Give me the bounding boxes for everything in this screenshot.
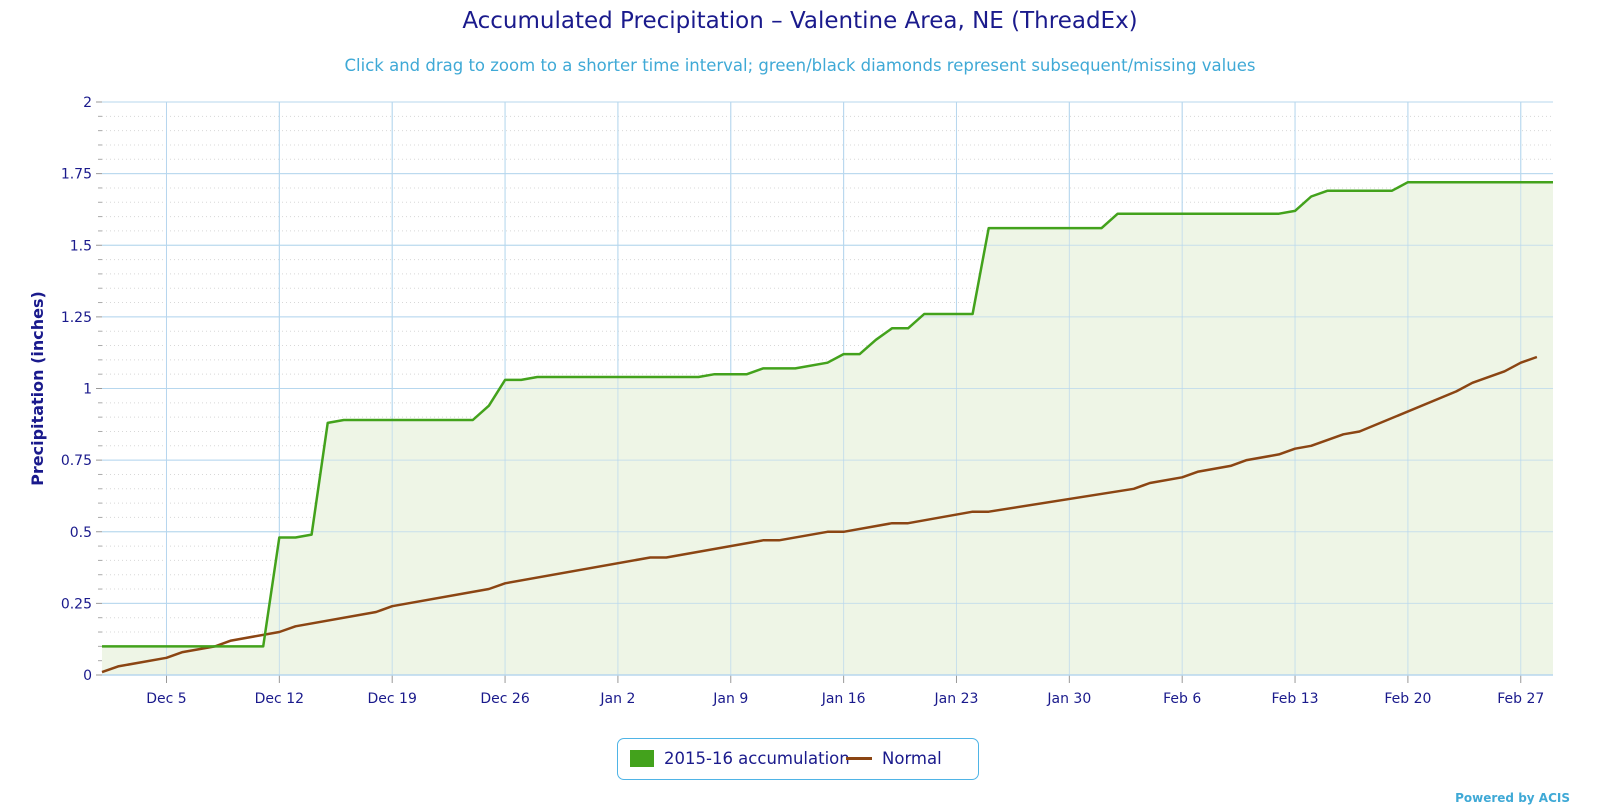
x-tick-label: Dec 5 (146, 691, 186, 707)
y-tick-label: 0.25 (61, 596, 92, 612)
y-tick-label: 0.5 (70, 525, 92, 541)
legend-item-accumulation[interactable]: 2015-16 accumulation (630, 739, 850, 778)
x-tick-label: Feb 27 (1497, 691, 1544, 707)
x-tick-label: Feb 13 (1272, 691, 1319, 707)
x-tick-label: Dec 26 (480, 691, 529, 707)
legend-label-normal: Normal (882, 749, 942, 768)
x-tick-label: Jan 23 (934, 691, 979, 707)
y-tick-label: 0 (83, 668, 92, 684)
legend: 2015-16 accumulation Normal (617, 738, 979, 780)
legend-item-normal[interactable]: Normal (846, 739, 942, 778)
x-tick-label: Feb 6 (1163, 691, 1201, 707)
powered-by-link[interactable]: Powered by ACIS (1455, 791, 1570, 805)
x-tick-label: Dec 19 (368, 691, 417, 707)
legend-label-accumulation: 2015-16 accumulation (664, 749, 850, 768)
y-tick-label: 1 (83, 382, 92, 398)
x-tick-label: Jan 2 (599, 691, 635, 707)
series-line-normal[interactable] (101, 355, 1538, 674)
legend-swatch-normal (846, 757, 872, 760)
x-tick-label: Jan 9 (712, 691, 748, 707)
legend-swatch-accumulation (630, 750, 654, 767)
x-tick-label: Jan 30 (1046, 691, 1091, 707)
series-line-accumulation[interactable] (102, 180, 1553, 648)
y-tick-label: 1.5 (70, 238, 92, 254)
y-tick-label: 1.25 (61, 310, 92, 326)
x-tick-label: Feb 20 (1384, 691, 1431, 707)
y-tick-label: 1.75 (61, 167, 92, 183)
chart-title: Accumulated Precipitation – Valentine Ar… (462, 8, 1138, 34)
y-tick-label: 2 (83, 95, 92, 111)
x-tick-label: Jan 16 (821, 691, 866, 707)
y-tick-label: 0.75 (61, 453, 92, 469)
accumulation-area (102, 182, 1553, 675)
x-tick-label: Dec 12 (255, 691, 304, 707)
y-axis-title: Precipitation (inches) (28, 291, 47, 486)
chart-subtitle: Click and drag to zoom to a shorter time… (344, 56, 1256, 75)
